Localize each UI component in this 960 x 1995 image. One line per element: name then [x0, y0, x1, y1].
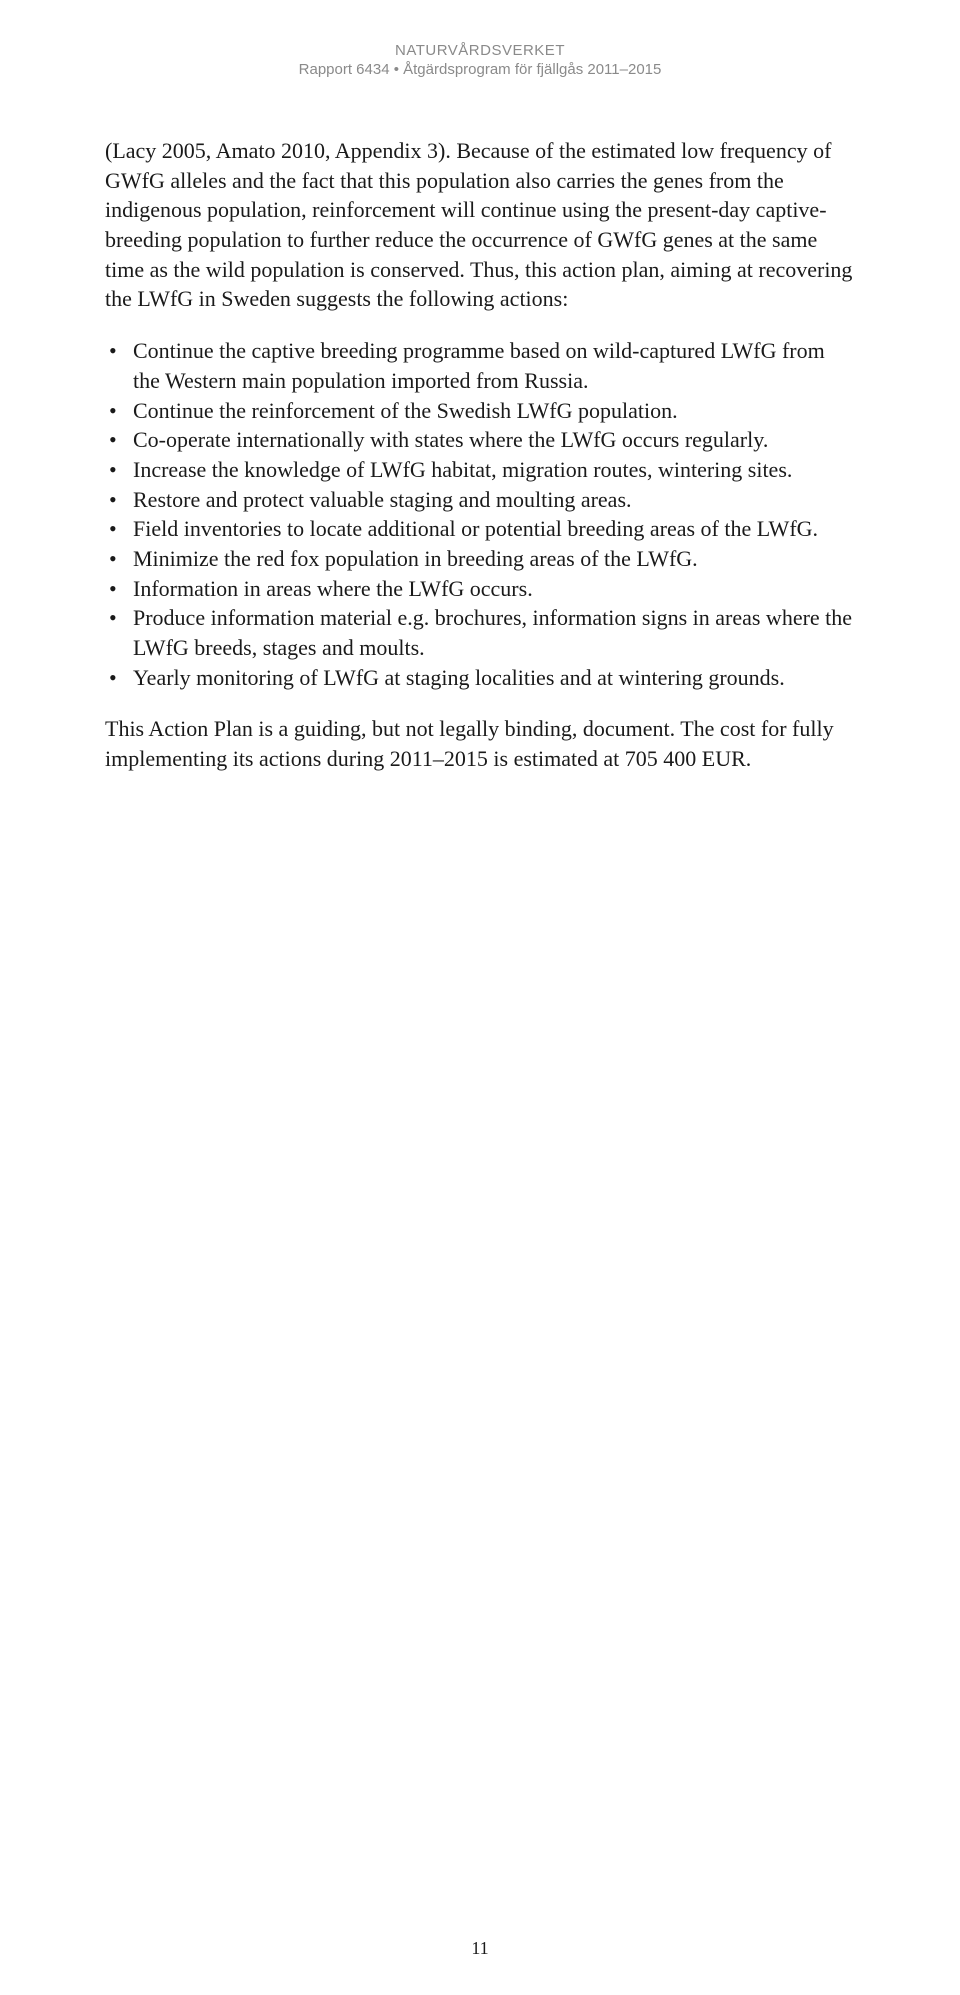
list-item: Continue the reinforcement of the Swedis…: [105, 396, 855, 426]
list-item: Information in areas where the LWfG occu…: [105, 574, 855, 604]
list-item: Co-operate internationally with states w…: [105, 425, 855, 455]
list-item: Field inventories to locate additional o…: [105, 514, 855, 544]
page-number: 11: [0, 1938, 960, 1959]
page-header: NATURVÅRDSVERKET Rapport 6434 • Åtgärdsp…: [105, 42, 855, 78]
list-item: Yearly monitoring of LWfG at staging loc…: [105, 663, 855, 693]
document-page: NATURVÅRDSVERKET Rapport 6434 • Åtgärdsp…: [0, 0, 960, 774]
action-bullet-list: Continue the captive breeding programme …: [105, 336, 855, 692]
header-organization: NATURVÅRDSVERKET: [105, 42, 855, 59]
list-item: Restore and protect valuable staging and…: [105, 485, 855, 515]
list-item: Minimize the red fox population in breed…: [105, 544, 855, 574]
closing-paragraph: This Action Plan is a guiding, but not l…: [105, 714, 855, 773]
intro-paragraph: (Lacy 2005, Amato 2010, Appendix 3). Bec…: [105, 136, 855, 314]
header-report-title: Rapport 6434 • Åtgärdsprogram för fjällg…: [105, 61, 855, 78]
list-item: Continue the captive breeding programme …: [105, 336, 855, 395]
list-item: Produce information material e.g. brochu…: [105, 603, 855, 662]
list-item: Increase the knowledge of LWfG habitat, …: [105, 455, 855, 485]
